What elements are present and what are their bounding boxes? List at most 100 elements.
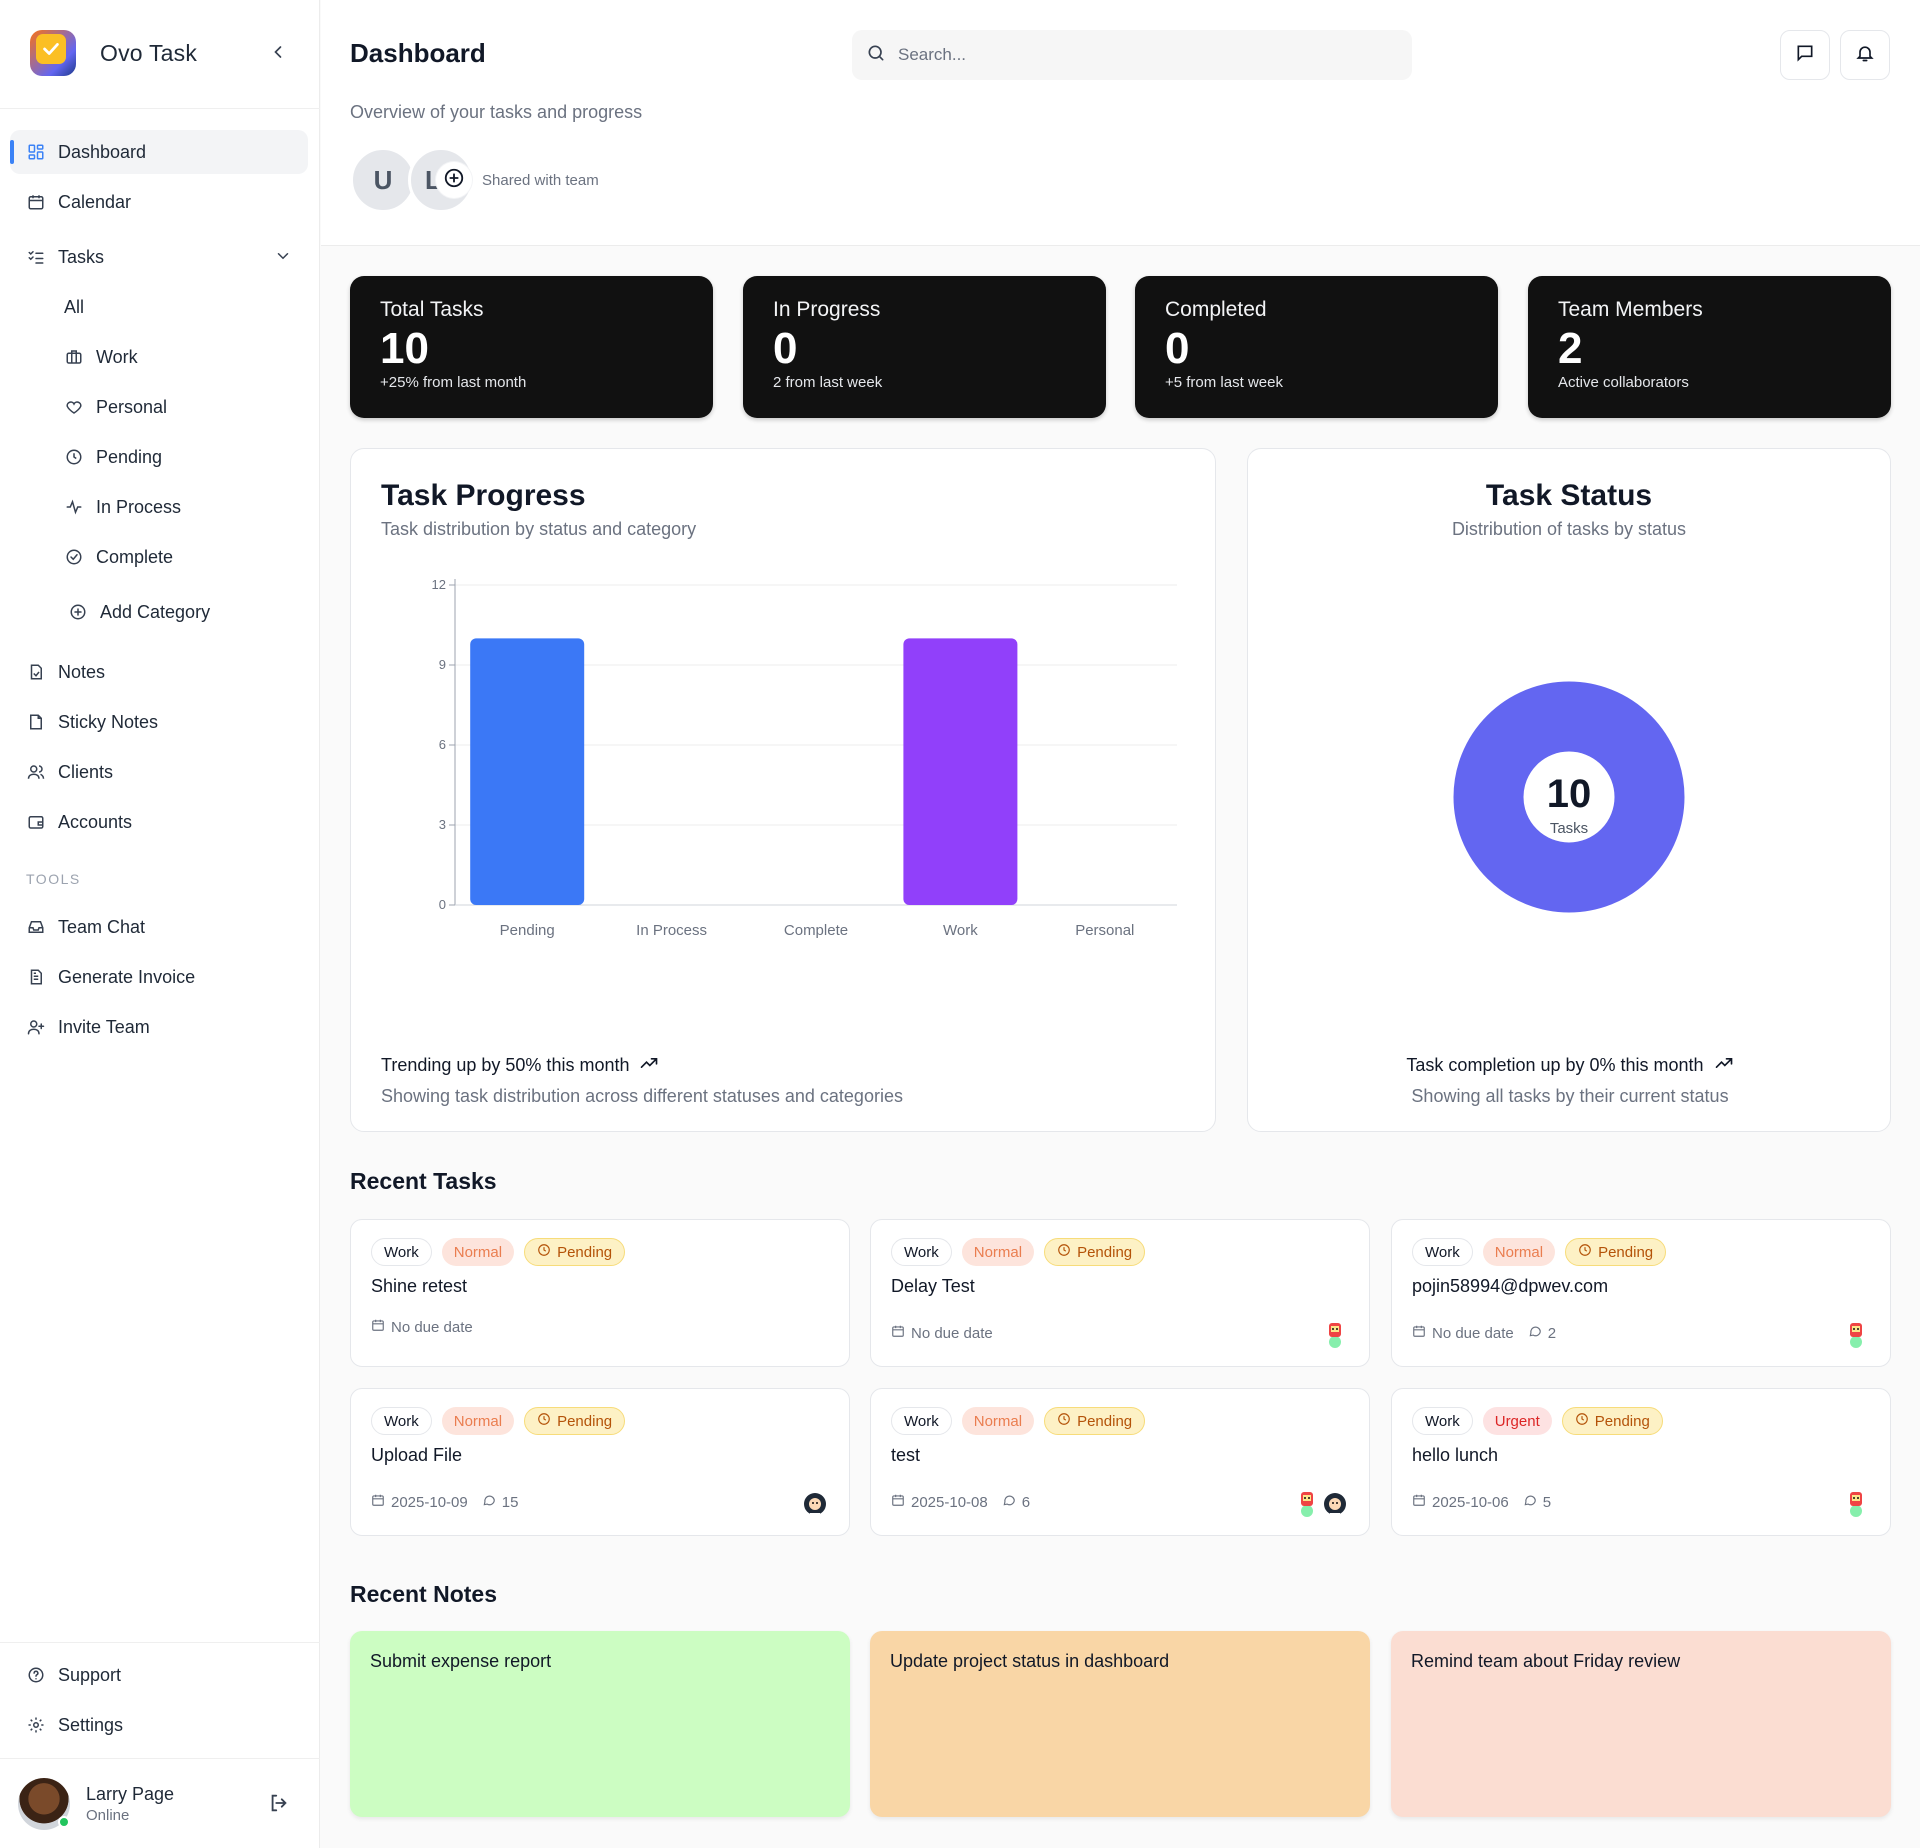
assignee-avatar[interactable]: [1844, 1320, 1868, 1348]
sidebar-item-accounts[interactable]: Accounts: [10, 800, 308, 844]
trending-up-icon: [639, 1053, 659, 1078]
note-card[interactable]: Submit expense report: [350, 1631, 850, 1817]
sidebar-item-invite-team[interactable]: Invite Team: [10, 1005, 308, 1049]
sidebar-item-support[interactable]: Support: [10, 1653, 308, 1697]
priority-badge: Normal: [441, 1238, 515, 1266]
sidebar-item-label: Notes: [58, 661, 106, 682]
sidebar-item-label: Support: [58, 1664, 122, 1685]
sidebar-item-personal[interactable]: Personal: [50, 385, 308, 429]
panel-subtitle: Task distribution by status and category: [381, 519, 697, 539]
logout-icon[interactable]: [268, 1792, 290, 1814]
status-badge: Pending: [524, 1238, 626, 1266]
notifications-button[interactable]: [1840, 30, 1890, 80]
assignee-avatar[interactable]: [803, 1489, 827, 1517]
task-card[interactable]: Work Normal Pending pojin58994@dpwev.com…: [1391, 1219, 1891, 1367]
inbox-icon: [26, 917, 46, 937]
note-card[interactable]: Update project status in dashboard: [870, 1631, 1370, 1817]
user-profile[interactable]: Larry Page Online: [18, 1778, 174, 1830]
assignee-avatar[interactable]: [1844, 1489, 1868, 1517]
x-tick-label: Pending: [500, 922, 555, 939]
sidebar-item-clients[interactable]: Clients: [10, 750, 308, 794]
brand[interactable]: Ovo Task: [30, 30, 197, 76]
divider: [0, 1758, 320, 1759]
sidebar-item-sticky-notes[interactable]: Sticky Notes: [10, 700, 308, 744]
app-logo: [30, 30, 76, 76]
donut-slice-pending[interactable]: [1453, 681, 1685, 913]
add-member-button[interactable]: [436, 162, 472, 198]
sidebar-item-team-chat[interactable]: Team Chat: [10, 905, 308, 949]
task-title: pojin58994@dpwev.com: [1412, 1276, 1609, 1296]
sidebar-item-label: Accounts: [58, 811, 133, 832]
clock-icon: [1057, 1412, 1071, 1430]
note-card[interactable]: Remind team about Friday review: [1391, 1631, 1891, 1817]
team-member-avatar[interactable]: U: [350, 147, 416, 213]
task-card[interactable]: Work Urgent Pending hello lunch 2025-10-…: [1391, 1388, 1891, 1536]
assignee-avatar[interactable]: [1323, 1489, 1347, 1517]
sidebar-item-notes[interactable]: Notes: [10, 650, 308, 694]
y-tick-label: 12: [432, 577, 446, 592]
chevron-down-icon[interactable]: [274, 247, 292, 270]
x-tick-label: Complete: [784, 922, 848, 939]
sidebar-item-pending[interactable]: Pending: [50, 435, 308, 479]
avatar: [18, 1778, 70, 1830]
task-card[interactable]: Work Normal Pending Delay Test No due da…: [870, 1219, 1370, 1367]
task-card[interactable]: Work Normal Pending test 2025-10-08 6: [870, 1388, 1370, 1536]
sidebar-item-generate-invoice[interactable]: Generate Invoice: [10, 955, 308, 999]
stat-note: +25% from last month: [380, 374, 527, 392]
add-category-button[interactable]: Add Category: [50, 590, 308, 634]
comment-icon: [482, 1493, 496, 1511]
task-card[interactable]: Work Normal Pending Upload File 2025-10-…: [350, 1388, 850, 1536]
list-checks-icon: [26, 247, 46, 267]
search-input[interactable]: [898, 45, 1378, 65]
plus-circle-icon: [68, 602, 88, 622]
sidebar-item-label: Team Chat: [58, 916, 146, 937]
stat-card-total-tasks: Total Tasks 10 +25% from last month: [350, 276, 713, 418]
sidebar-item-label: Settings: [58, 1714, 124, 1735]
sidebar-item-label: Add Category: [100, 601, 211, 622]
sidebar-item-tasks[interactable]: Tasks: [10, 235, 308, 279]
category-badge: Work: [1412, 1238, 1473, 1266]
category-badge: Work: [371, 1238, 432, 1266]
assignee-avatar[interactable]: [1323, 1320, 1347, 1348]
sidebar-item-label: Generate Invoice: [58, 966, 196, 987]
status-label: Pending: [1598, 1243, 1654, 1261]
sidebar-item-settings[interactable]: Settings: [10, 1703, 308, 1747]
sidebar-item-work[interactable]: Work: [50, 335, 308, 379]
clock-icon: [537, 1243, 551, 1261]
priority-badge: Normal: [961, 1407, 1035, 1435]
panel-title: Task Progress: [381, 479, 586, 512]
heart-icon: [64, 397, 84, 417]
dashboard-icon: [26, 142, 46, 162]
task-title: hello lunch: [1412, 1445, 1499, 1465]
assignee-avatar[interactable]: [1295, 1489, 1319, 1517]
collapse-sidebar-icon[interactable]: [268, 42, 288, 62]
task-title: Shine retest: [371, 1276, 468, 1296]
sidebar-item-in-process[interactable]: In Process: [50, 485, 308, 529]
wallet-icon: [26, 812, 46, 832]
stat-value: 10: [380, 324, 429, 373]
sidebar-item-all[interactable]: All: [50, 285, 308, 329]
status-badge: Pending: [1561, 1407, 1663, 1435]
note-text: Submit expense report: [370, 1651, 552, 1671]
stat-label: Completed: [1165, 298, 1267, 321]
clock-icon: [537, 1412, 551, 1430]
x-tick-label: Work: [943, 922, 978, 939]
sidebar-item-calendar[interactable]: Calendar: [10, 180, 308, 224]
sidebar-item-complete[interactable]: Complete: [50, 535, 308, 579]
messages-button[interactable]: [1780, 30, 1830, 80]
search-bar[interactable]: [852, 30, 1412, 80]
task-due-date: No due date: [391, 1318, 473, 1336]
task-comment-count: 15: [501, 1493, 519, 1511]
sidebar-item-dashboard[interactable]: Dashboard: [10, 130, 308, 174]
task-meta: 2025-10-08 6: [891, 1493, 1030, 1511]
priority-badge: Urgent: [1482, 1407, 1552, 1435]
category-badge: Work: [891, 1238, 952, 1266]
header: Dashboard Overview of your tasks and pro…: [321, 0, 1920, 246]
task-progress-panel: Task Progress Task distribution by statu…: [350, 448, 1216, 1132]
users-icon: [26, 762, 46, 782]
sidebar: Ovo Task Dashboard Calendar Tasks All Wo…: [0, 0, 320, 1848]
task-meta: 2025-10-09 15: [371, 1493, 518, 1511]
y-tick-label: 6: [439, 737, 446, 752]
task-card[interactable]: Work Normal Pending Shine retest No due …: [350, 1219, 850, 1367]
online-status-dot: [58, 1816, 70, 1828]
